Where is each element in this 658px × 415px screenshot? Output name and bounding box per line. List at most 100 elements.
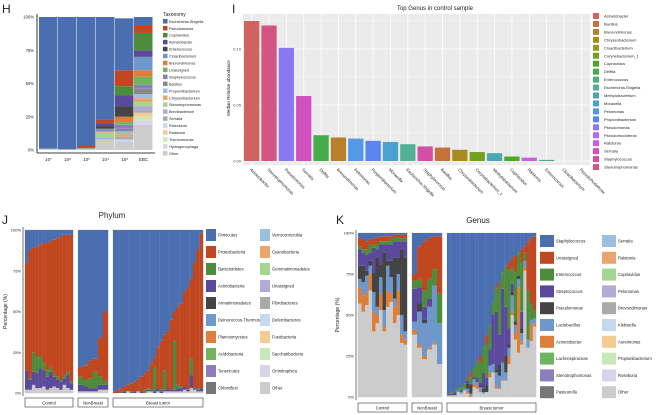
bar-segment [193,389,197,393]
legend-label: Enterococcus [604,77,628,82]
bar-segment [437,233,443,237]
bar-segment [115,18,134,71]
bar-segment [403,339,408,345]
bar-segment [77,147,96,149]
bar-segment [513,339,518,397]
bar-segment [501,378,505,381]
legend-label: Pelomonas [618,289,639,294]
bar-segment [494,311,499,370]
bar-segment [520,249,524,263]
bar-segment [491,301,495,315]
legend-label: Methylobacterium [604,93,636,98]
bar-segment [31,230,36,248]
bar-segment [372,331,376,397]
bar-segment [437,236,443,294]
bar-segment [35,357,39,374]
x-tick-label: EBC [139,157,149,162]
bar-segment [199,230,204,234]
bar-segment [396,290,401,315]
bar-segment [491,364,495,373]
bar-segment [96,139,115,150]
bar-segment [143,230,147,374]
facet-label: Breast tumor [146,400,171,405]
x-tick-label: Bacillus [440,167,454,181]
legend-swatch [163,130,168,135]
legend-swatch [163,137,168,142]
legend-label: Fibrobacteres [272,301,298,306]
bar [469,152,485,161]
bar-segment [447,233,451,394]
bar [244,21,260,161]
bar-segment [83,379,89,387]
bar-segment [379,236,383,242]
bar-segment [66,230,70,235]
bar-segment [379,264,383,278]
legend-swatch [163,53,168,59]
bar-segment [396,315,401,397]
legend-swatch [602,319,616,331]
bar-segment [173,391,177,393]
legend-swatch [602,352,616,365]
bar [278,47,295,161]
legend-label: Cyanobacteria [272,250,300,255]
bar-segment [523,267,527,271]
bar-segment [52,386,57,393]
bar-segment [403,241,408,258]
bar-segment [28,378,33,380]
bar-segment [93,391,99,393]
bar-segment [379,241,383,245]
bar-segment [52,376,57,387]
bar-segment [173,311,177,341]
bar-segment [412,334,418,397]
y-axis-label: Percentage (%) [335,297,341,332]
bar-segment [422,306,428,320]
legend-swatch [206,263,216,275]
bar-segment [510,311,514,315]
bar-segment [432,236,438,270]
bar-segment [466,378,470,381]
bar-segment [113,391,117,393]
facet-strip [24,397,74,408]
bar-segment [403,257,408,332]
bar-segment [55,238,60,377]
bar-segment [510,267,514,284]
bar-segment [169,319,174,390]
bar-segment [393,233,397,235]
legend-swatch [540,335,554,348]
bar-segment [513,333,518,340]
legend-label: Unassigned [556,255,579,260]
bar-segment [485,344,489,378]
legend-label: Roseburia [618,373,638,378]
bar-segment [115,139,134,143]
bar-segment [466,388,470,393]
bar-segment [403,234,408,238]
bar-segment [139,391,144,393]
legend-label: Stenotrophomonas [604,165,638,170]
legend-swatch [260,331,270,343]
bar-segment [146,370,150,389]
bar-segment [469,233,473,373]
y-tick-label: 25% [346,354,354,359]
bar-segment [59,381,63,390]
bar-segment [365,249,369,255]
y-tick-label: 100% [11,228,22,233]
bar-segment [196,388,200,390]
bar-segment [526,347,530,397]
legend-swatch [602,285,616,298]
bar-segment [516,287,521,353]
bar-segment [475,382,479,386]
bar-segment [365,233,369,242]
bar-segment [510,295,514,312]
legend-label: Pelomonas [604,109,624,114]
chart-j: Control NonBreast Breast tumor 0% 25% 50% 75% 1… [3,211,310,408]
bar-segment [129,383,134,392]
bar-segment [372,244,376,248]
legend-swatch [602,302,616,315]
bar-segment [485,233,489,335]
bar-segment [361,265,366,283]
chart-h: 10⁷ 10⁶ 10⁵ 10⁴ 10³ EBC 0% 25% 50% 75% 100% Taxonom… [23,12,204,162]
bar-segment [28,230,33,250]
bar-segment [532,310,537,319]
bar-segment [497,334,502,365]
bar-segment [134,24,153,33]
